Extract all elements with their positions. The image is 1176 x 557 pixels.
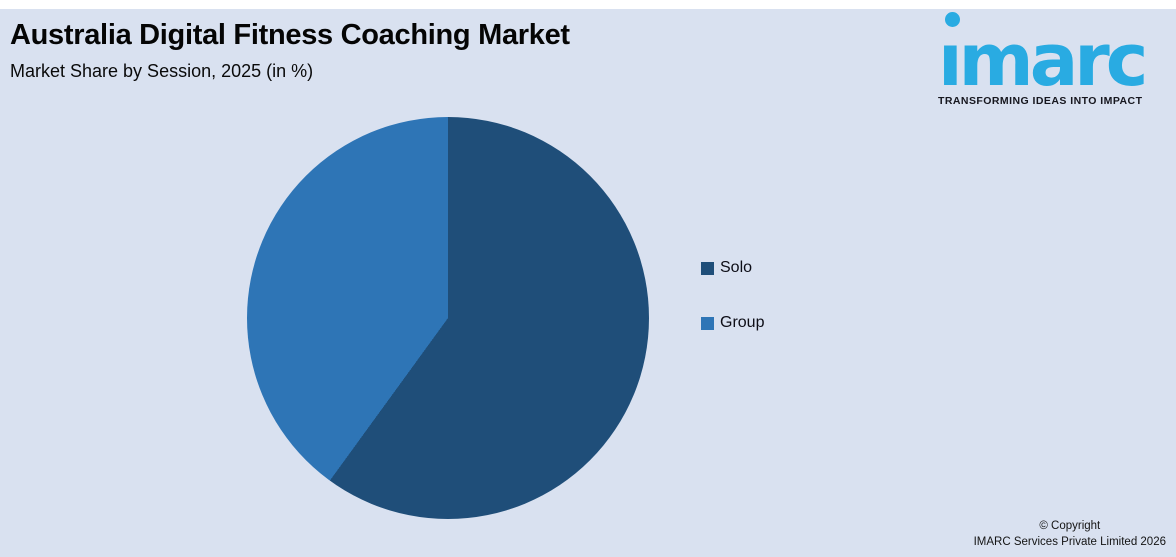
- copyright: © Copyright IMARC Services Private Limit…: [974, 518, 1166, 551]
- legend-label-group: Group: [720, 314, 765, 331]
- legend: Solo Group: [701, 258, 764, 368]
- imarc-logo-dot-icon: [945, 12, 960, 27]
- page-subtitle: Market Share by Session, 2025 (in %): [10, 61, 314, 81]
- imarc-tagline: TRANSFORMING IDEAS INTO IMPACT: [938, 95, 1143, 108]
- copyright-line2: IMARC Services Private Limited 2026: [973, 536, 1166, 549]
- legend-label-solo: Solo: [720, 259, 753, 276]
- imarc-brand-text: ımarc: [938, 18, 1148, 102]
- legend-swatch-solo: [701, 261, 714, 275]
- legend-item-group: Group: [701, 313, 764, 333]
- page-title: Australia Digital Fitness Coaching Marke…: [10, 19, 570, 51]
- legend-item-solo: Solo: [701, 258, 764, 278]
- legend-swatch-group: [701, 316, 714, 330]
- pie-chart: [247, 117, 649, 519]
- copyright-line1: © Copyright: [1039, 519, 1101, 532]
- imarc-logo: ımarc TRANSFORMING IDEAS INTO IMPACT: [938, 10, 1174, 107]
